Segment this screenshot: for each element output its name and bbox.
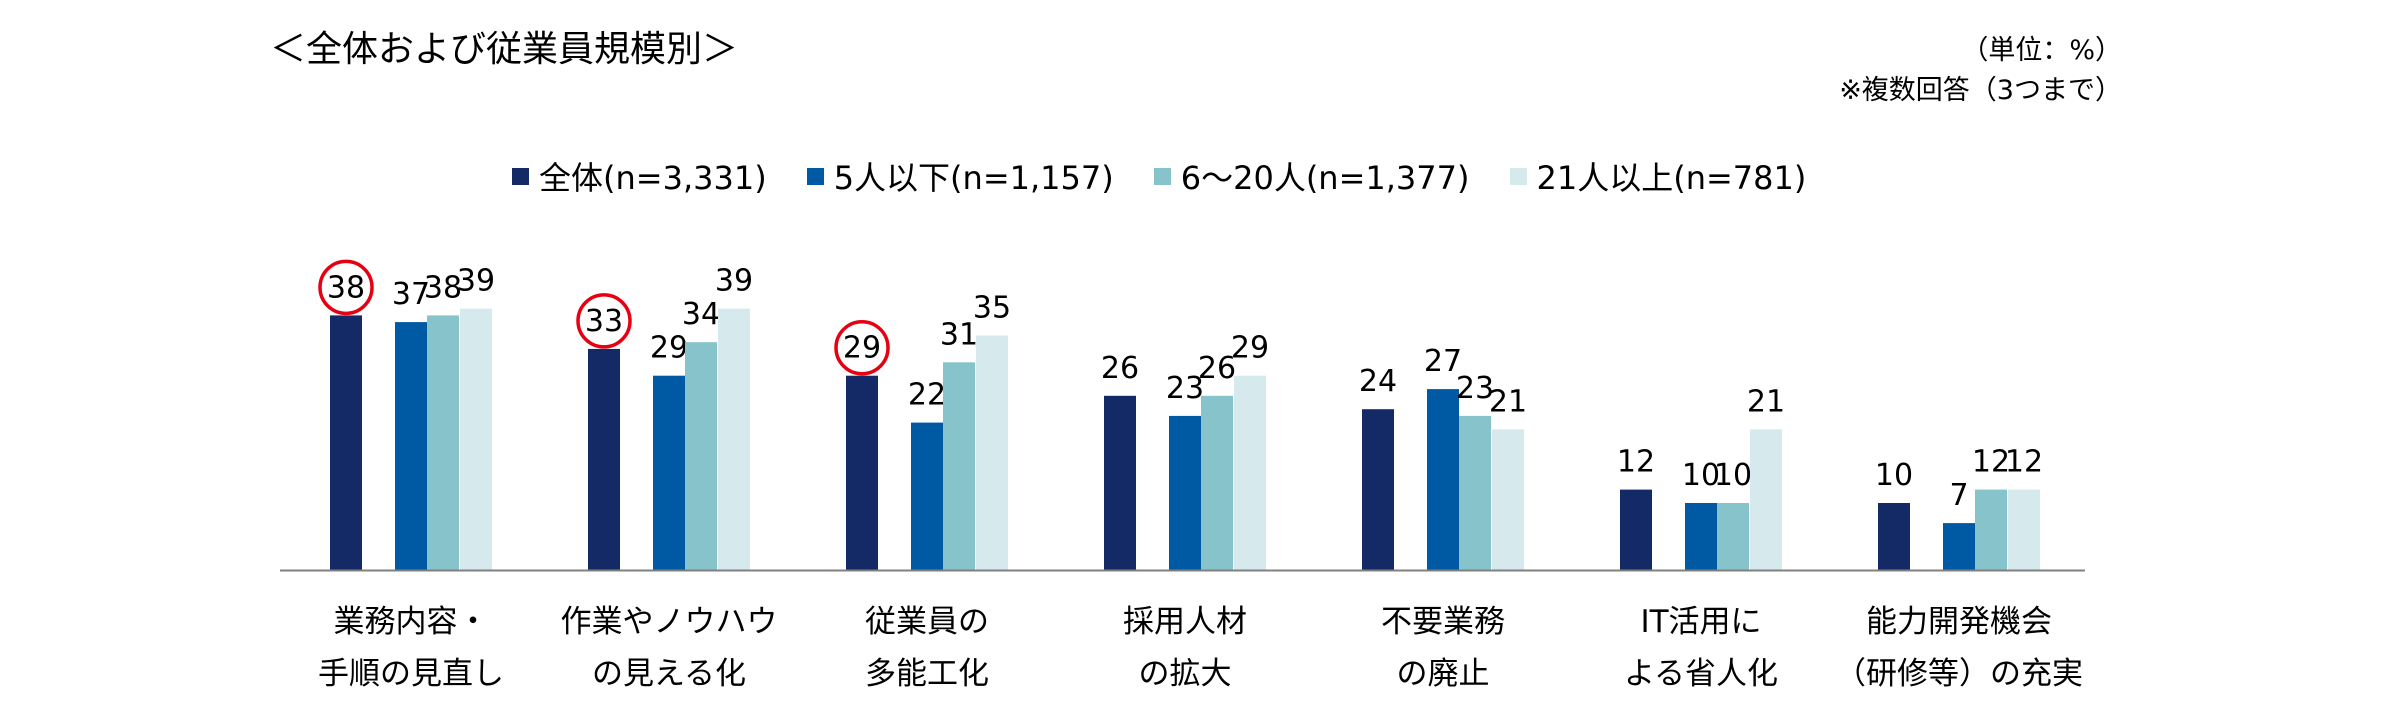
category-label-6-line-2: よる省人化 (1624, 656, 1778, 692)
bar-3-3 (943, 362, 975, 570)
legend-swatch-6-to-20 (1153, 167, 1171, 185)
bar-3-6 (1717, 503, 1749, 570)
bar-2-7 (1943, 523, 1975, 570)
bar-4-3 (976, 335, 1008, 570)
legend-label-6-to-20: 6～20人(n=1,377) (1180, 159, 1470, 197)
category-label-5-line-1: 不要業務 (1381, 604, 1505, 640)
legend-swatch-21-or-more (1509, 167, 1527, 185)
bar-1-5 (1362, 409, 1394, 570)
data-label-2-7: 7 (1949, 478, 1968, 513)
category-label-4-line-2: の拡大 (1139, 656, 1232, 692)
category-label-2-line-1: 作業やノウハウ (561, 604, 778, 640)
bar-1-2 (588, 348, 620, 570)
data-label-4-2: 39 (715, 264, 753, 299)
category-label-5-line-2: の廃止 (1397, 656, 1490, 692)
legend-item-6-to-20: 6～20人(n=1,377) (1153, 153, 1470, 199)
legend-item-5-or-fewer: 5人以下(n=1,157) (806, 153, 1114, 199)
highlight-circle-1 (318, 259, 374, 316)
highlight-circle-2 (576, 293, 632, 349)
data-label-1-7: 10 (1875, 458, 1913, 493)
legend-swatch-overall (512, 167, 529, 185)
legend-swatch-5-or-fewer (806, 167, 824, 185)
legend-label-21-or-more: 21人以上(n=781) (1536, 159, 1807, 197)
bar-4-5 (1492, 429, 1524, 570)
data-label-2-3: 22 (908, 378, 946, 413)
legend: 全体(n=3,331) 5人以下(n=1,157) 6～20人(n=1,377)… (512, 153, 1846, 199)
bar-3-7 (1975, 489, 2007, 570)
data-label-4-7: 12 (2005, 445, 2043, 480)
category-label-4-line-1: 採用人材 (1123, 604, 1247, 640)
category-label-1-line-1: 業務内容・ (334, 604, 489, 640)
bar-3-4 (1201, 395, 1233, 570)
category-label-6-line-1: IT活用に (1640, 604, 1761, 640)
bar-3-2 (685, 342, 717, 570)
highlight-circle-3 (834, 319, 890, 376)
bar-1-7 (1878, 503, 1910, 570)
bar-4-2 (718, 308, 750, 570)
data-label-4-3: 35 (973, 291, 1011, 326)
data-label-2-6: 10 (1682, 458, 1720, 493)
bar-2-1 (395, 322, 427, 570)
bar-2-4 (1169, 415, 1201, 570)
bar-4-1 (460, 308, 492, 570)
category-label-3-line-2: 多能工化 (865, 656, 989, 692)
legend-label-5-or-fewer: 5人以下(n=1,157) (833, 159, 1114, 197)
data-label-2-4: 23 (1166, 371, 1204, 406)
category-label-7-line-2: （研修等）の充実 (1835, 656, 2083, 692)
data-label-1-6: 12 (1617, 445, 1655, 480)
category-label-3-line-1: 従業員の (865, 604, 989, 640)
bar-2-6 (1685, 503, 1717, 570)
chart-title: ＜全体および従業員規模別＞ (270, 29, 739, 70)
data-label-4-4: 29 (1231, 331, 1269, 366)
bar-4-7 (2008, 489, 2040, 570)
data-label-3-7: 12 (1972, 445, 2010, 480)
bar-4-4 (1234, 375, 1266, 570)
data-label-2-2: 29 (650, 331, 688, 366)
bar-4-6 (1750, 429, 1782, 570)
data-label-3-6: 10 (1714, 458, 1752, 493)
category-label-2-line-2: の見える化 (592, 656, 746, 692)
bar-2-5 (1427, 389, 1459, 570)
bar-2-2 (653, 375, 685, 570)
data-label-4-5: 21 (1489, 384, 1527, 419)
data-label-1-4: 26 (1101, 351, 1139, 386)
data-label-1-1: 38 (327, 270, 365, 305)
data-label-2-5: 27 (1424, 344, 1462, 379)
legend-item-21-or-more: 21人以上(n=781) (1509, 153, 1807, 199)
data-label-4-6: 21 (1747, 384, 1785, 419)
bar-1-1 (330, 315, 362, 570)
legend-item-overall: 全体(n=3,331) (512, 153, 767, 199)
data-label-4-1: 39 (457, 264, 495, 299)
bar-1-4 (1104, 395, 1136, 570)
bar-1-3 (846, 375, 878, 570)
data-label-2-1: 37 (392, 277, 430, 312)
data-label-1-3: 29 (843, 331, 881, 366)
data-label-1-5: 24 (1359, 364, 1397, 399)
data-label-3-5: 23 (1456, 371, 1494, 406)
bar-3-5 (1459, 415, 1491, 570)
data-label-3-1: 38 (424, 270, 462, 305)
bar-2-3 (911, 422, 943, 570)
unit-note: （単位：%） (1961, 35, 2122, 66)
data-label-3-3: 31 (940, 317, 978, 352)
bar-3-1 (427, 315, 459, 570)
bar-1-6 (1620, 489, 1652, 570)
category-label-1-line-2: 手順の見直し (318, 656, 504, 692)
category-label-7-line-1: 能力開発機会 (1866, 604, 2052, 640)
data-label-3-2: 34 (682, 297, 720, 332)
legend-label-overall: 全体(n=3,331) (539, 159, 767, 197)
multiple-answer-note: ※複数回答（3つまで） (1839, 75, 2122, 106)
data-label-3-4: 26 (1198, 351, 1236, 386)
data-label-1-2: 33 (585, 304, 623, 339)
